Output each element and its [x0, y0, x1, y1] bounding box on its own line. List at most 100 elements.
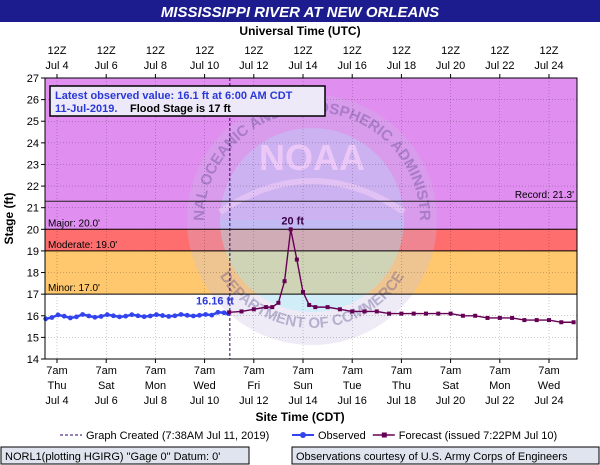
latest-observed-text: Latest observed value: 16.1 ft at 6:00 A… — [55, 90, 293, 102]
bottom-tick-label-day: Wed — [538, 380, 560, 392]
flood-band-minor — [45, 250, 577, 295]
observed-point — [147, 313, 153, 319]
forecast-point — [251, 307, 256, 312]
chart-title: MISSISSIPPI RIVER AT NEW ORLEANS — [161, 4, 439, 21]
observed-point — [43, 316, 49, 322]
observed-point — [110, 313, 116, 319]
y-tick-label: 22 — [27, 181, 39, 193]
y-tick-label: 14 — [27, 354, 39, 366]
forecast-point — [337, 307, 342, 312]
bottom-tick-label-time: 7am — [440, 365, 461, 377]
forecast-point — [294, 257, 299, 262]
top-tick-label-utc: 12Z — [146, 45, 165, 57]
bottom-tick-label-day: Thu — [48, 380, 67, 392]
top-tick-label-utc: 12Z — [343, 45, 362, 57]
bottom-tick-label-date: Jul 24 — [534, 395, 563, 407]
y-tick-label: 24 — [27, 138, 39, 150]
top-tick-label-date: Jul 4 — [45, 60, 68, 72]
top-tick-label-utc: 12Z — [48, 45, 67, 57]
legend-item: Forecast (issued 7:22PM Jul 10) — [372, 430, 557, 442]
y-tick-label: 23 — [27, 159, 39, 171]
observed-point — [215, 309, 221, 315]
y-tick-label: 17 — [27, 289, 39, 301]
observed-point — [117, 314, 122, 320]
observed-point — [190, 313, 196, 319]
top-tick-label-date: Jul 8 — [144, 60, 167, 72]
observed-point — [160, 313, 165, 318]
footer-credit-text: Observations courtesy of U.S. Army Corps… — [296, 451, 568, 463]
bottom-tick-label-date: Jul 8 — [144, 395, 167, 407]
bottom-tick-label-date: Jul 4 — [45, 395, 68, 407]
bottom-tick-label-date: Jul 6 — [95, 395, 118, 407]
observed-point — [166, 314, 172, 319]
top-tick-label-utc: 12Z — [244, 45, 263, 57]
forecast-point — [239, 309, 244, 314]
bottom-tick-label-date: Jul 12 — [239, 395, 268, 407]
observed-point — [172, 313, 178, 319]
observed-point — [98, 314, 104, 319]
observed-point — [178, 312, 184, 317]
bottom-tick-label-time: 7am — [194, 365, 215, 377]
legend-item: Observed — [292, 430, 366, 442]
bottom-tick-label-time: 7am — [243, 365, 264, 377]
top-tick-label-date: Jul 24 — [534, 60, 563, 72]
y-tick-label: 20 — [27, 224, 39, 236]
forecast-point — [313, 305, 318, 310]
bottom-tick-label-day: Wed — [193, 380, 215, 392]
top-tick-label-date: Jul 10 — [190, 60, 219, 72]
top-axis-title: Universal Time (UTC) — [239, 24, 360, 38]
forecast-point — [307, 302, 312, 307]
y-tick-label: 26 — [27, 95, 39, 107]
watermark-inner-text: NOAA — [259, 137, 365, 178]
bottom-tick-label-day: Tue — [343, 380, 362, 392]
top-tick-label-utc: 12Z — [490, 45, 509, 57]
legend-swatch-observed-dot — [300, 432, 306, 438]
footer-right-box — [291, 446, 600, 465]
observed-point — [67, 315, 73, 321]
observed-point — [129, 312, 135, 318]
latest-observed-box — [49, 85, 326, 117]
last-observed-label: 16.16 ft — [196, 295, 234, 307]
footer-datum-text: NORL1(plotting HGIRG) "Gage 0" Datum: 0' — [5, 451, 220, 463]
noaa-watermark: NATIONAL OCEANIC AND ATMOSPHERIC ADMINIS… — [0, 0, 437, 345]
forecast-point — [547, 318, 551, 323]
bottom-tick-label-time: 7am — [341, 365, 362, 377]
legend-item: Graph Created (7:38AM Jul 11, 2019) — [60, 430, 269, 442]
threshold-label-moderate: Moderate: 19.0' — [48, 240, 117, 251]
bottom-tick-label-day: Mon — [489, 380, 510, 392]
top-tick-label-utc: 12Z — [441, 45, 460, 57]
peak-forecast-label: 20 ft — [281, 215, 304, 227]
observed-point — [92, 314, 98, 320]
series-forecast — [227, 227, 576, 325]
observed-point — [154, 312, 159, 318]
top-tick-label-utc: 12Z — [97, 45, 116, 57]
observed-point — [86, 313, 92, 319]
forecast-point — [362, 309, 367, 314]
bottom-tick-label-time: 7am — [292, 365, 313, 377]
bottom-tick-label-day: Fri — [247, 380, 260, 392]
observed-point — [141, 314, 147, 320]
bottom-tick-label-time: 7am — [538, 365, 559, 377]
forecast-point — [288, 227, 293, 232]
forecast-point — [264, 305, 269, 310]
threshold-label-major: Major: 20.0' — [48, 218, 100, 229]
forecast-point — [436, 311, 441, 316]
y-tick-label: 19 — [27, 246, 39, 258]
forecast-point — [276, 300, 281, 305]
forecast-point — [270, 305, 275, 310]
legend-swatch-forecast-square — [381, 432, 387, 438]
y-tick-label: 18 — [27, 268, 39, 280]
y-tick-label: 16 — [27, 311, 39, 323]
forecast-point — [411, 311, 416, 316]
forecast-point — [282, 279, 287, 284]
bottom-tick-label-date: Jul 20 — [436, 395, 465, 407]
forecast-point — [510, 315, 515, 320]
observed-point — [123, 313, 129, 319]
legend: Graph Created (7:38AM Jul 11, 2019) Obser… — [60, 430, 557, 442]
bottom-tick-label-time: 7am — [145, 365, 166, 377]
observed-point — [209, 312, 215, 318]
forecast-point — [301, 289, 305, 294]
plot-frame — [44, 77, 578, 360]
observed-point — [203, 312, 209, 317]
